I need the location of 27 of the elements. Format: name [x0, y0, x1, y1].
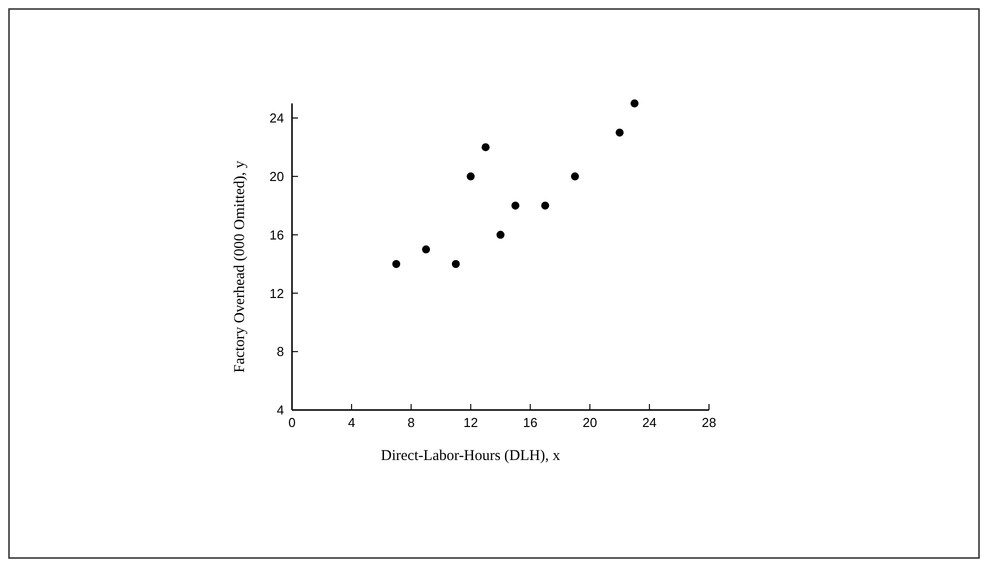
point [422, 245, 430, 254]
point [616, 128, 624, 137]
y-tick-label: 16 [270, 227, 284, 242]
x-tick-label: 12 [463, 415, 478, 430]
y-tick-label: 12 [270, 286, 284, 301]
point [392, 260, 400, 268]
x-tick-label: 0 [288, 415, 296, 430]
x-axis-title: Direct-Labor-Hours (DLH), x [380, 448, 561, 464]
x-tick-label: 8 [408, 415, 415, 430]
y-tick-label: 20 [270, 168, 284, 184]
y-tick-label: 4 [276, 402, 284, 418]
x-tick-label: 20 [582, 415, 598, 430]
x-tick-label: 4 [348, 415, 356, 430]
point [570, 172, 579, 180]
point [496, 230, 504, 239]
point [630, 99, 639, 108]
y-tick-label: 8 [276, 344, 284, 360]
point [482, 143, 490, 152]
x-tick-label: 28 [702, 415, 716, 430]
point [511, 202, 520, 210]
point [452, 260, 460, 268]
point [466, 172, 475, 180]
point [541, 202, 550, 210]
y-axis-title: Factory Overhead (000 Omitted), y [232, 160, 248, 373]
x-tick-label: 16 [523, 415, 538, 430]
y-tick-label: 24 [270, 110, 284, 126]
x-tick-label: 24 [642, 415, 657, 430]
